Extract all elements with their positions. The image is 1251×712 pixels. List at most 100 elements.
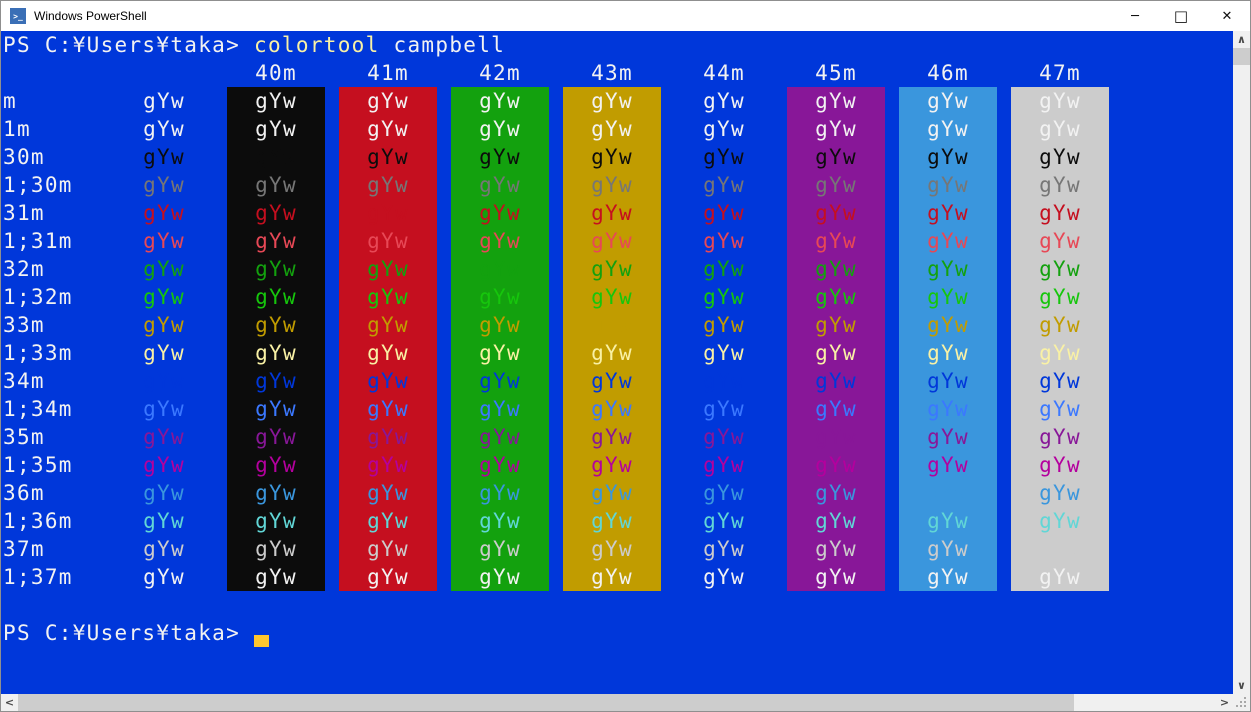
color-cell: gYw <box>675 143 773 171</box>
scroll-right-icon[interactable]: > <box>1219 696 1230 709</box>
color-cell: gYw <box>143 173 185 197</box>
row-label: 31m <box>3 201 45 225</box>
color-cell: gYw <box>1011 311 1109 339</box>
column-header: 42m <box>479 61 521 85</box>
color-cell: gYw <box>787 171 885 199</box>
color-cell: gYw <box>787 227 885 255</box>
titlebar[interactable]: >_ Windows PowerShell ─ □ ✕ <box>1 1 1250 31</box>
color-cell: gYw <box>675 255 773 283</box>
table-row: 1;37m gYw gYw gYw gYw gYw gYw gYw gYw gYw <box>3 563 1233 591</box>
row-label: 34m <box>3 369 45 393</box>
scroll-up-icon[interactable]: ∧ <box>1237 33 1246 46</box>
color-cell: gYw <box>563 227 661 255</box>
horizontal-scrollbar[interactable]: < > <box>1 694 1233 711</box>
color-cell: gYw <box>675 367 773 395</box>
color-cell: gYw <box>1011 143 1109 171</box>
color-cell: gYw <box>339 227 437 255</box>
color-cell: gYw <box>1011 507 1109 535</box>
color-cell: gYw <box>675 87 773 115</box>
color-cell: gYw <box>675 563 773 591</box>
color-cell: gYw <box>563 255 661 283</box>
table-row: 31m gYw gYw gYw gYw gYw gYw gYw gYw gYw <box>3 199 1233 227</box>
minimize-icon[interactable]: ─ <box>1131 8 1139 24</box>
prompt-text: PS C:¥Users¥taka> <box>3 621 241 645</box>
row-label: 33m <box>3 313 45 337</box>
color-cell: gYw <box>899 563 997 591</box>
color-cell: gYw <box>339 451 437 479</box>
color-cell: gYw <box>339 479 437 507</box>
color-cell: gYw <box>227 563 325 591</box>
color-cell: gYw <box>143 285 185 309</box>
window-controls: ─ □ ✕ <box>1112 1 1250 31</box>
color-cell: gYw <box>899 507 997 535</box>
color-cell: gYw <box>339 171 437 199</box>
color-cell: gYw <box>227 367 325 395</box>
color-cell: gYw <box>143 117 185 141</box>
color-cell: gYw <box>675 479 773 507</box>
scroll-left-icon[interactable]: < <box>4 696 15 709</box>
color-cell: gYw <box>143 565 185 589</box>
color-cell: gYw <box>675 451 773 479</box>
color-cell: gYw <box>1011 535 1109 563</box>
column-header: 40m <box>255 61 297 85</box>
color-cell: gYw <box>227 199 325 227</box>
color-cell: gYw <box>451 255 549 283</box>
color-cell: gYw <box>339 535 437 563</box>
powershell-icon: >_ <box>10 8 26 24</box>
color-cell: gYw <box>787 563 885 591</box>
color-cell: gYw <box>339 283 437 311</box>
color-cell: gYw <box>227 339 325 367</box>
color-cell: gYw <box>227 451 325 479</box>
command-text: colortool <box>254 33 380 57</box>
color-cell: gYw <box>787 255 885 283</box>
row-label: 1;37m <box>3 565 73 589</box>
color-cell: gYw <box>1011 451 1109 479</box>
color-cell: gYw <box>787 199 885 227</box>
column-header: 46m <box>927 61 969 85</box>
color-cell: gYw <box>227 171 325 199</box>
table-row: 32m gYw gYw gYw gYw gYw gYw gYw gYw gYw <box>3 255 1233 283</box>
close-icon[interactable]: ✕ <box>1221 8 1233 24</box>
color-table: 40m 41m 42m 43m 44m 45m 46m 47m m gYw gYw gYw gYw gYw… <box>3 59 1233 591</box>
color-cell: gYw <box>451 199 549 227</box>
table-row: 34m gYw gYw gYw gYw gYw gYw gYw gYw gYw <box>3 367 1233 395</box>
color-cell: gYw <box>1011 423 1109 451</box>
color-cell: gYw <box>787 423 885 451</box>
color-cell: gYw <box>227 143 325 171</box>
color-cell: gYw <box>143 201 185 225</box>
vertical-scroll-thumb[interactable] <box>1233 48 1250 65</box>
color-cell: gYw <box>227 283 325 311</box>
color-cell: gYw <box>227 87 325 115</box>
horizontal-scroll-thumb[interactable] <box>18 694 1074 711</box>
color-cell: gYw <box>227 535 325 563</box>
row-label: 1;35m <box>3 453 73 477</box>
color-cell: gYw <box>339 311 437 339</box>
color-cell: gYw <box>787 535 885 563</box>
column-header: 47m <box>1039 61 1081 85</box>
color-cell: gYw <box>675 535 773 563</box>
table-row: 30m gYw gYw gYw gYw gYw gYw gYw gYw gYw <box>3 143 1233 171</box>
table-row: 1;36m gYw gYw gYw gYw gYw gYw gYw gYw gYw <box>3 507 1233 535</box>
color-cell: gYw <box>787 479 885 507</box>
color-cell: gYw <box>451 535 549 563</box>
maximize-icon[interactable]: □ <box>1173 7 1189 25</box>
scroll-down-icon[interactable]: ∨ <box>1237 679 1246 692</box>
color-cell: gYw <box>451 423 549 451</box>
color-cell: gYw <box>143 145 185 169</box>
color-cell: gYw <box>675 339 773 367</box>
color-cell: gYw <box>339 423 437 451</box>
table-row: 1;34m gYw gYw gYw gYw gYw gYw gYw gYw gYw <box>3 395 1233 423</box>
vertical-scrollbar[interactable]: ∧ ∨ <box>1233 31 1250 694</box>
color-cell: gYw <box>899 171 997 199</box>
color-cell: gYw <box>339 367 437 395</box>
table-row: 33m gYw gYw gYw gYw gYw gYw gYw gYw gYw <box>3 311 1233 339</box>
color-cell: gYw <box>1011 199 1109 227</box>
row-label: 1;36m <box>3 509 73 533</box>
terminal-screen[interactable]: PS C:¥Users¥taka> colortool campbell 40m 41… <box>1 31 1233 694</box>
table-row: 1;31m gYw gYw gYw gYw gYw gYw gYw gYw gYw <box>3 227 1233 255</box>
color-cell: gYw <box>339 255 437 283</box>
color-cell: gYw <box>675 115 773 143</box>
resize-grip-icon[interactable] <box>1244 705 1246 707</box>
row-label: 30m <box>3 145 45 169</box>
